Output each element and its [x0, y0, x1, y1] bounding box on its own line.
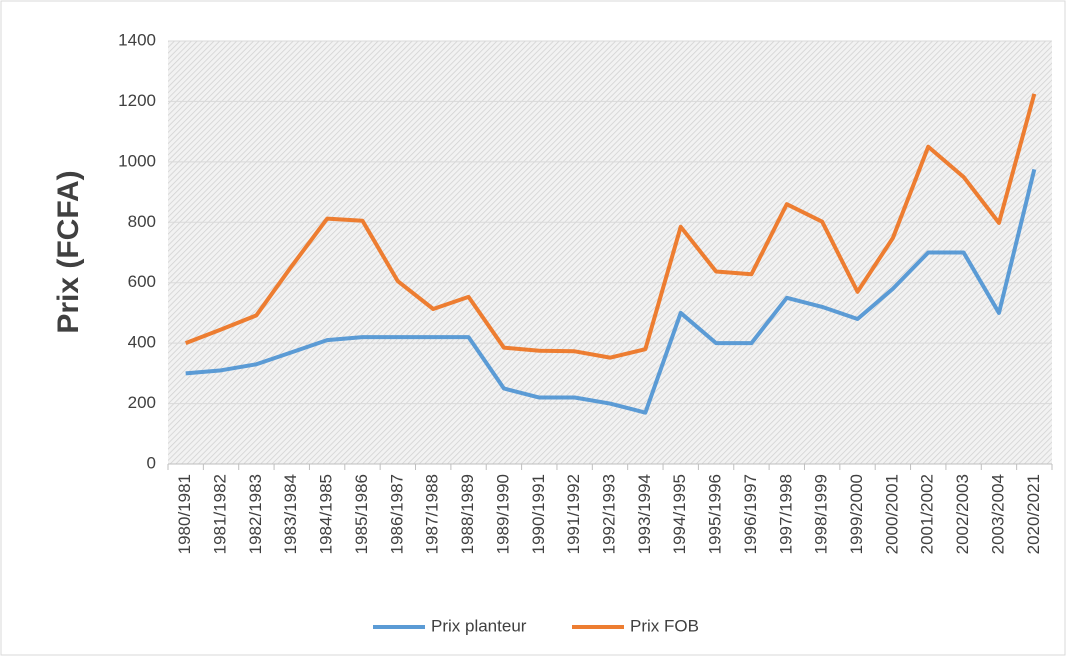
x-tick-label: 2003/2004 — [988, 474, 1007, 554]
x-tick-label: 1984/1985 — [317, 474, 336, 554]
legend-label: Prix planteur — [431, 616, 527, 635]
series-line — [184, 93, 1037, 360]
x-tick-label: 1991/1992 — [564, 474, 583, 554]
x-tick-label: 1996/1997 — [741, 474, 760, 554]
y-tick-label: 1400 — [118, 30, 156, 49]
y-tick-label: 1200 — [118, 91, 156, 110]
x-tick-label: 1982/1983 — [246, 474, 265, 554]
x-tick-label: 2020/2021 — [1024, 474, 1043, 554]
x-tick-label: 1999/2000 — [847, 474, 866, 554]
x-tick-label: 1986/1987 — [387, 474, 406, 554]
x-tick-label: 1997/1998 — [776, 474, 795, 554]
y-tick-label: 600 — [128, 272, 156, 291]
x-tick-label: 1998/1999 — [812, 474, 831, 554]
x-tick-label: 1987/1988 — [423, 474, 442, 554]
x-tick-label: 2000/2001 — [882, 474, 901, 554]
x-tick-label: 1993/1994 — [635, 474, 654, 554]
y-tick-label: 400 — [128, 333, 156, 352]
x-tick-label: 1983/1984 — [281, 474, 300, 554]
x-tick-label: 1990/1991 — [529, 474, 548, 554]
plot-area — [168, 41, 1052, 464]
x-tick-label: 1981/1982 — [211, 474, 230, 554]
y-tick-label: 0 — [147, 453, 156, 472]
legend-label: Prix FOB — [630, 616, 699, 635]
x-tick-label: 2002/2003 — [953, 474, 972, 554]
y-tick-label: 1000 — [118, 151, 156, 170]
x-tick-label: 2001/2002 — [918, 474, 937, 554]
y-tick-label: 800 — [128, 212, 156, 231]
x-tick-label: 1995/1996 — [706, 474, 725, 554]
y-tick-label: 200 — [128, 393, 156, 412]
x-tick-label: 1985/1986 — [352, 474, 371, 554]
y-axis-label: Prix (FCFA) — [52, 170, 85, 333]
x-tick-label: 1992/1993 — [599, 474, 618, 554]
x-tick-label: 1994/1995 — [670, 474, 689, 554]
x-tick-label: 1980/1981 — [175, 474, 194, 554]
x-tick-label: 1988/1989 — [458, 474, 477, 554]
series-line — [185, 168, 1037, 415]
x-tick-label: 1989/1990 — [493, 474, 512, 554]
